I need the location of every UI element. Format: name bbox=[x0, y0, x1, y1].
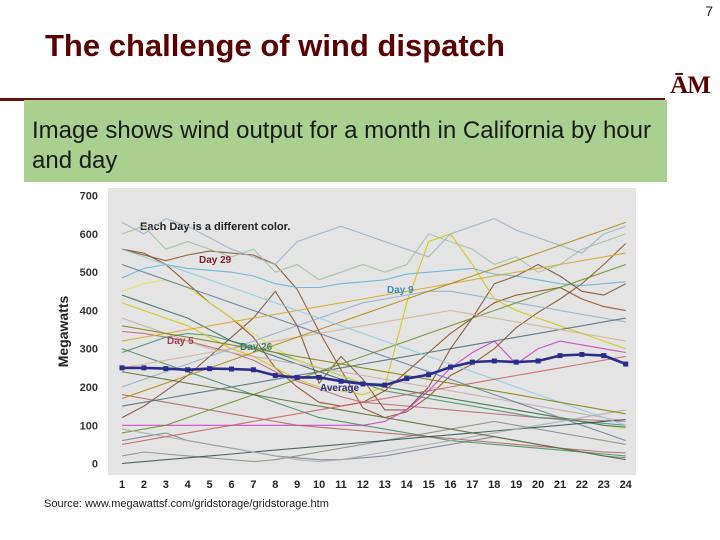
series-line-21 bbox=[121, 309, 626, 369]
x-tick-label: 10 bbox=[313, 479, 325, 491]
average-point bbox=[382, 382, 388, 388]
x-tick-label: 14 bbox=[401, 479, 414, 491]
x-tick-label: 2 bbox=[141, 479, 147, 491]
chart-title: Each Day is a different color. bbox=[140, 221, 290, 233]
x-tick-label: 13 bbox=[379, 479, 391, 491]
average-point bbox=[601, 353, 607, 359]
average-point bbox=[316, 374, 322, 380]
series-line-7 bbox=[121, 233, 626, 396]
callout-box: Image shows wind output for a month in C… bbox=[24, 100, 667, 182]
series-line-29 bbox=[121, 355, 626, 445]
y-tick-label: 600 bbox=[80, 229, 98, 241]
title-rule bbox=[0, 98, 665, 101]
series-line-25 bbox=[121, 409, 626, 463]
average-point bbox=[623, 361, 629, 367]
average-point bbox=[141, 365, 147, 371]
y-tick-label: 500 bbox=[80, 267, 98, 279]
average-point bbox=[207, 366, 213, 372]
x-tick-label: 17 bbox=[466, 479, 478, 491]
label-day-26: Day 26 bbox=[240, 342, 273, 353]
y-tick-label: 0 bbox=[92, 459, 98, 471]
series-line-22 bbox=[121, 263, 626, 442]
average-point bbox=[185, 367, 191, 373]
average-point bbox=[579, 351, 585, 357]
x-tick-label: 18 bbox=[488, 479, 500, 491]
series-line-13 bbox=[121, 290, 626, 388]
average-point bbox=[272, 373, 278, 379]
x-tick-label: 12 bbox=[357, 479, 369, 491]
x-tick-label: 24 bbox=[620, 479, 633, 491]
x-tick-label: 5 bbox=[207, 479, 213, 491]
average-point bbox=[535, 358, 541, 364]
label-day-29: Day 29 bbox=[199, 255, 232, 266]
wind-output-chart: 0 100 200 300 400 500 600 700 1 2 3 4 5 6 7 8 9 10 11 12 13 1… bbox=[30, 182, 642, 492]
x-tick-label: 19 bbox=[510, 479, 522, 491]
series-line-27 bbox=[121, 371, 626, 461]
x-tick-label: 6 bbox=[228, 479, 234, 491]
average-point bbox=[491, 358, 497, 364]
average-point bbox=[163, 366, 169, 372]
x-tick-label: 3 bbox=[163, 479, 169, 491]
series-line-15 bbox=[121, 217, 626, 266]
average-point bbox=[338, 378, 344, 384]
y-tick-label: 300 bbox=[80, 344, 98, 356]
series-line-11 bbox=[121, 420, 626, 463]
label-day-9: Day 9 bbox=[387, 285, 414, 296]
slide-title: The challenge of wind dispatch bbox=[45, 28, 505, 63]
average-point bbox=[119, 365, 125, 371]
average-point bbox=[229, 366, 234, 372]
x-tick-label: 7 bbox=[250, 479, 256, 491]
series-line-17 bbox=[121, 394, 626, 454]
x-tick-label: 4 bbox=[185, 479, 192, 491]
x-tick-label: 23 bbox=[598, 479, 610, 491]
y-tick-label: 700 bbox=[80, 191, 98, 203]
university-logo: ĀM bbox=[668, 72, 712, 112]
average-point bbox=[404, 376, 410, 382]
x-tick-label: 11 bbox=[335, 479, 347, 491]
y-axis-label: Megawatts bbox=[55, 296, 71, 368]
y-tick-label: 100 bbox=[80, 420, 98, 432]
series-line-19 bbox=[121, 317, 626, 422]
x-tick-label: 15 bbox=[422, 479, 434, 491]
logo-wordmark: ĀM bbox=[670, 72, 711, 99]
average-point bbox=[294, 374, 300, 380]
average-point bbox=[250, 367, 256, 373]
page-number: 7 bbox=[705, 3, 713, 19]
label-day-5: Day 5 bbox=[167, 336, 194, 347]
average-point bbox=[426, 372, 432, 378]
label-average: Average bbox=[320, 383, 360, 394]
series-line-2 bbox=[121, 263, 626, 289]
x-tick-label: 22 bbox=[576, 479, 588, 491]
average-point bbox=[448, 364, 453, 370]
callout-text: Image shows wind output for a month in C… bbox=[32, 117, 651, 174]
series-line-12 bbox=[121, 348, 626, 457]
series-line-1 bbox=[121, 243, 627, 419]
average-point bbox=[557, 353, 563, 359]
average-line bbox=[122, 353, 627, 387]
x-tick-label: 20 bbox=[532, 479, 544, 491]
series-line-23 bbox=[121, 418, 626, 465]
x-tick-label: 8 bbox=[272, 479, 278, 491]
x-tick-label: 1 bbox=[119, 479, 125, 491]
y-tick-label: 400 bbox=[80, 305, 98, 317]
x-tick-label: 9 bbox=[294, 479, 300, 491]
average-point bbox=[513, 359, 519, 365]
series-line-14 bbox=[121, 225, 626, 281]
x-tick-label: 21 bbox=[554, 479, 566, 491]
series-line-28 bbox=[121, 248, 626, 426]
series-line-6 bbox=[121, 263, 626, 419]
series-line-18 bbox=[121, 317, 626, 407]
average-point bbox=[360, 381, 366, 387]
average-point bbox=[469, 359, 475, 365]
x-tick-label: 16 bbox=[444, 479, 456, 491]
y-tick-label: 200 bbox=[80, 382, 98, 394]
series-line-9 bbox=[122, 340, 626, 426]
series-line-30 bbox=[121, 325, 626, 415]
source-citation: Source: www.megawattsf.com/gridstorage/g… bbox=[44, 498, 329, 510]
series-line-24 bbox=[121, 252, 626, 342]
